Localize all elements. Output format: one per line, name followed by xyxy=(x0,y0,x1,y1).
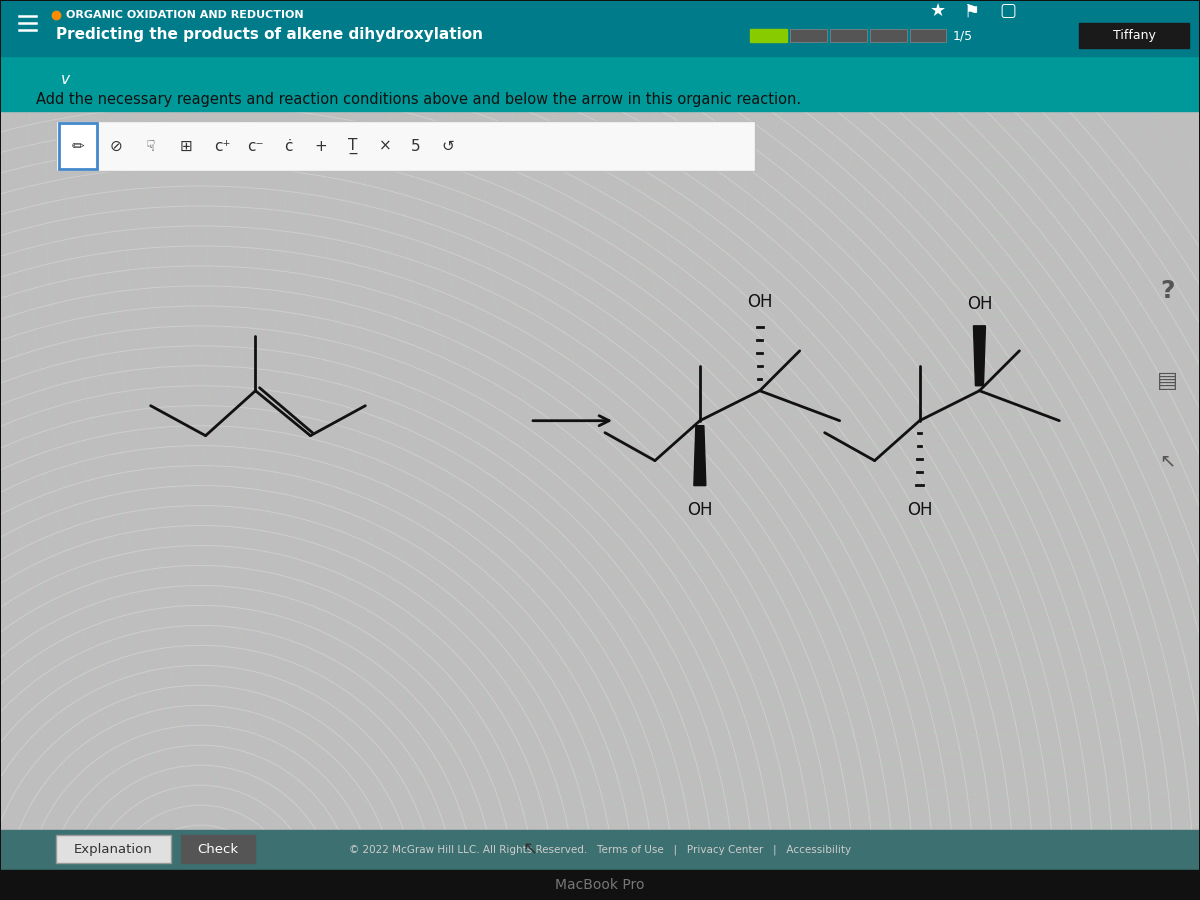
Bar xyxy=(55,835,170,863)
Bar xyxy=(870,30,906,42)
Bar xyxy=(910,30,947,42)
Text: 1/5: 1/5 xyxy=(953,30,973,42)
Text: Check: Check xyxy=(197,842,238,856)
Text: © 2022 McGraw Hill LLC. All Rights Reserved.   Terms of Use   |   Privacy Center: © 2022 McGraw Hill LLC. All Rights Reser… xyxy=(349,845,851,855)
Text: ↖: ↖ xyxy=(1159,451,1175,470)
Bar xyxy=(1,56,1199,111)
Text: ↺: ↺ xyxy=(442,139,455,154)
Text: ☟: ☟ xyxy=(146,139,155,154)
Text: ▤: ▤ xyxy=(1157,371,1177,391)
Text: ↖: ↖ xyxy=(522,840,538,858)
Text: ⊘: ⊘ xyxy=(109,139,122,154)
Text: Add the necessary reagents and reaction conditions above and below the arrow in : Add the necessary reagents and reaction … xyxy=(36,92,800,107)
Text: ORGANIC OXIDATION AND REDUCTION: ORGANIC OXIDATION AND REDUCTION xyxy=(66,10,304,21)
Polygon shape xyxy=(973,326,985,386)
Bar xyxy=(790,30,827,42)
Bar xyxy=(750,30,787,42)
Text: c⁺: c⁺ xyxy=(215,139,230,154)
Text: OH: OH xyxy=(688,500,713,518)
Bar xyxy=(1,1,1199,56)
Text: v: v xyxy=(61,72,71,86)
Text: ?: ? xyxy=(1160,279,1175,303)
Text: Predicting the products of alkene dihydroxylation: Predicting the products of alkene dihydr… xyxy=(55,27,482,41)
Bar xyxy=(1,111,1199,830)
Bar xyxy=(1079,23,1189,49)
Text: OH: OH xyxy=(907,500,932,518)
Text: T̲: T̲ xyxy=(348,138,358,154)
Text: ×: × xyxy=(379,139,391,154)
Text: Explanation: Explanation xyxy=(73,842,152,856)
Text: OH: OH xyxy=(967,295,992,313)
Bar xyxy=(181,835,256,863)
Text: c⁻: c⁻ xyxy=(247,139,264,154)
Text: ⊞: ⊞ xyxy=(179,139,192,154)
Text: ⚑: ⚑ xyxy=(965,3,980,21)
Text: MacBook Pro: MacBook Pro xyxy=(556,878,644,892)
Text: ċ: ċ xyxy=(284,139,293,154)
Text: Tiffany: Tiffany xyxy=(1112,29,1156,41)
Bar xyxy=(1,830,1199,870)
Bar xyxy=(59,123,97,169)
Text: ✏: ✏ xyxy=(71,139,84,154)
Text: +: + xyxy=(314,139,326,154)
Polygon shape xyxy=(694,426,706,486)
Bar xyxy=(829,30,866,42)
Text: OH: OH xyxy=(748,292,773,310)
Text: 5: 5 xyxy=(410,139,420,154)
Text: ▢: ▢ xyxy=(1000,3,1016,21)
Text: ★: ★ xyxy=(930,3,946,21)
Bar xyxy=(1,870,1199,900)
Bar xyxy=(55,122,755,171)
